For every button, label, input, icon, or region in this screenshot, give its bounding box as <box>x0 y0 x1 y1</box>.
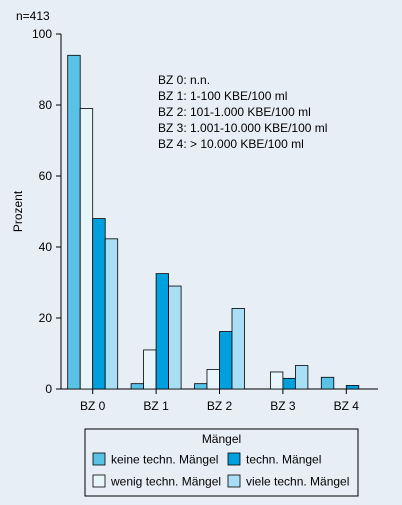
bar <box>206 369 220 390</box>
x-tick-label: BZ 2 <box>207 399 233 413</box>
bar <box>282 377 296 390</box>
bar <box>130 383 145 390</box>
y-tick-label: 100 <box>32 27 52 41</box>
legend-frame <box>84 428 359 497</box>
y-tick-label: 20 <box>39 311 53 325</box>
sample-size-note: n=413 <box>16 9 50 23</box>
bar <box>269 371 284 390</box>
y-tick-label: 60 <box>39 169 53 183</box>
bar <box>143 349 157 390</box>
annotation-line: BZ 4: > 10.000 KBE/100 ml <box>158 137 304 151</box>
legend-label: techn. Mängel <box>246 453 321 467</box>
y-tick-label: 40 <box>39 240 53 254</box>
legend-label: viele techn. Mängel <box>246 475 349 489</box>
annotation-line: BZ 2: 101-1.000 KBE/100 ml <box>158 105 311 119</box>
bar <box>194 383 208 390</box>
x-tick-label: BZ 3 <box>270 399 296 413</box>
bar <box>104 238 119 390</box>
bars <box>67 54 360 390</box>
bar <box>231 308 245 390</box>
x-tick-label: BZ 1 <box>143 399 169 413</box>
annotation-box: BZ 0: n.n. BZ 1: 1-100 KBE/100 ml BZ 2: 10… <box>158 73 327 151</box>
bar <box>168 285 182 390</box>
bar <box>155 273 170 390</box>
x-tick-label: BZ 0 <box>80 399 106 413</box>
legend-swatch <box>227 452 241 466</box>
bar <box>320 376 335 390</box>
bar <box>67 54 81 390</box>
legend-swatch <box>92 452 106 466</box>
x-tick-label: BZ 4 <box>334 399 360 413</box>
bar <box>219 331 233 390</box>
annotation-line: BZ 3: 1.001-10.000 KBE/100 ml <box>158 121 327 135</box>
bar <box>345 385 360 390</box>
legend-swatch <box>227 474 241 488</box>
bar <box>294 365 309 390</box>
legend-swatch <box>92 474 106 488</box>
legend-label: keine techn. Mängel <box>111 453 218 467</box>
y-axis-label: Prozent <box>11 190 25 232</box>
legend-label: wenig techn. Mängel <box>110 475 221 489</box>
annotation-line: BZ 0: n.n. <box>158 73 210 87</box>
legend-title: Mängel <box>202 432 241 446</box>
bar <box>92 218 106 390</box>
legend: Mängel keine techn. Mängel techn. Mängel we… <box>84 428 359 497</box>
y-tick-label: 80 <box>39 98 53 112</box>
axes: 0 20 40 60 80 100 Prozent BZ 0 BZ 1 BZ 2 BZ 3 BZ 4 <box>11 27 378 413</box>
y-tick-label: 0 <box>45 382 52 396</box>
annotation-line: BZ 1: 1-100 KBE/100 ml <box>158 89 287 103</box>
bar <box>79 108 94 390</box>
